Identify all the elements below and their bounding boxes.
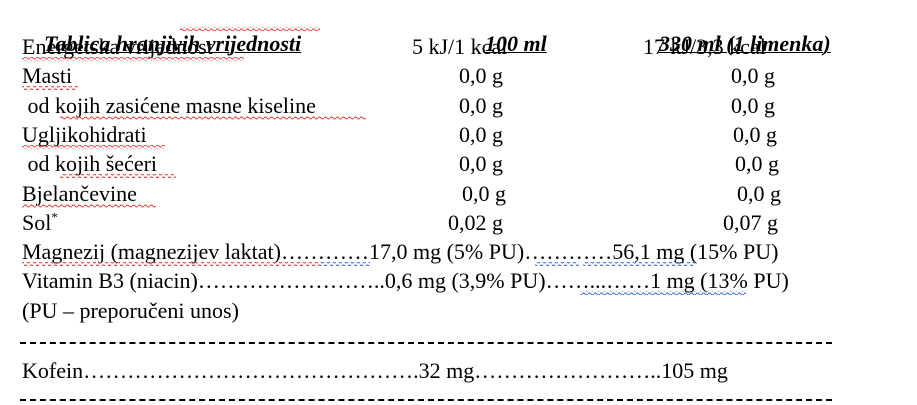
caffeine-line: Kofein……………………………………….32 mg……………………..105…: [22, 358, 728, 383]
col1-header-text: 100 ml: [485, 31, 547, 56]
row-protein-v100: 0,0 g: [462, 181, 506, 206]
table-title-text: Tablica hranjivih vrijednosti: [44, 31, 302, 56]
col2-header: 330 ml (1 limenka): [637, 5, 831, 83]
row-fat-v330: 0,0 g: [731, 63, 775, 88]
pu-note: (PU – preporučeni unos): [22, 298, 239, 323]
row-saturated-v330: 0,0 g: [731, 93, 775, 118]
row-carbs-label: Ugljikohidrati: [22, 122, 147, 147]
row-sugars-v100: 0,0 g: [459, 151, 503, 176]
row-protein-v330: 0,0 g: [737, 181, 781, 206]
row-carbs-v100: 0,0 g: [459, 122, 503, 147]
table-title: Tablica hranjivih vrijednosti: [22, 5, 301, 83]
vitamin-b3-line: Vitamin B3 (niacin)……………………..0,6 mg (3,9…: [22, 268, 789, 293]
row-salt-label: Sol*: [22, 210, 58, 236]
row-salt-v100: 0,02 g: [448, 210, 503, 235]
row-energy-label: Energetska vrijednost: [22, 34, 213, 60]
row-sugars-v330: 0,0 g: [735, 151, 779, 176]
magnesium-line: Magnezij (magnezijev laktat)…………17,0 mg …: [22, 239, 779, 264]
row-sugars-label: od kojih šećeri: [22, 151, 158, 176]
row-label: Energetska vrijednost: [22, 34, 213, 59]
col1-header: 100 ml: [463, 5, 547, 83]
row-fat-v100: 0,0 g: [459, 63, 503, 88]
salt-label-text: Sol: [22, 210, 52, 235]
row-fat-label: Masti: [22, 63, 73, 88]
row-protein-label: Bjelančevine: [22, 181, 137, 206]
row-saturated-v100: 0,0 g: [459, 93, 503, 118]
row-energy-v330: 17 kJ/3,3 kcal: [643, 34, 766, 59]
dashed-separator-top: [20, 342, 832, 344]
row-salt-v330: 0,07 g: [723, 210, 778, 235]
salt-asterisk: *: [51, 209, 58, 225]
row-carbs-v330: 0,0 g: [733, 122, 777, 147]
dashed-separator-bottom: [20, 399, 832, 401]
row-saturated-label: od kojih zasićene masne kiseline: [22, 93, 316, 118]
row-energy-v100: 5 kJ/1 kcal: [412, 34, 508, 59]
col2-header-text: 330 ml (1 limenka): [659, 31, 831, 56]
